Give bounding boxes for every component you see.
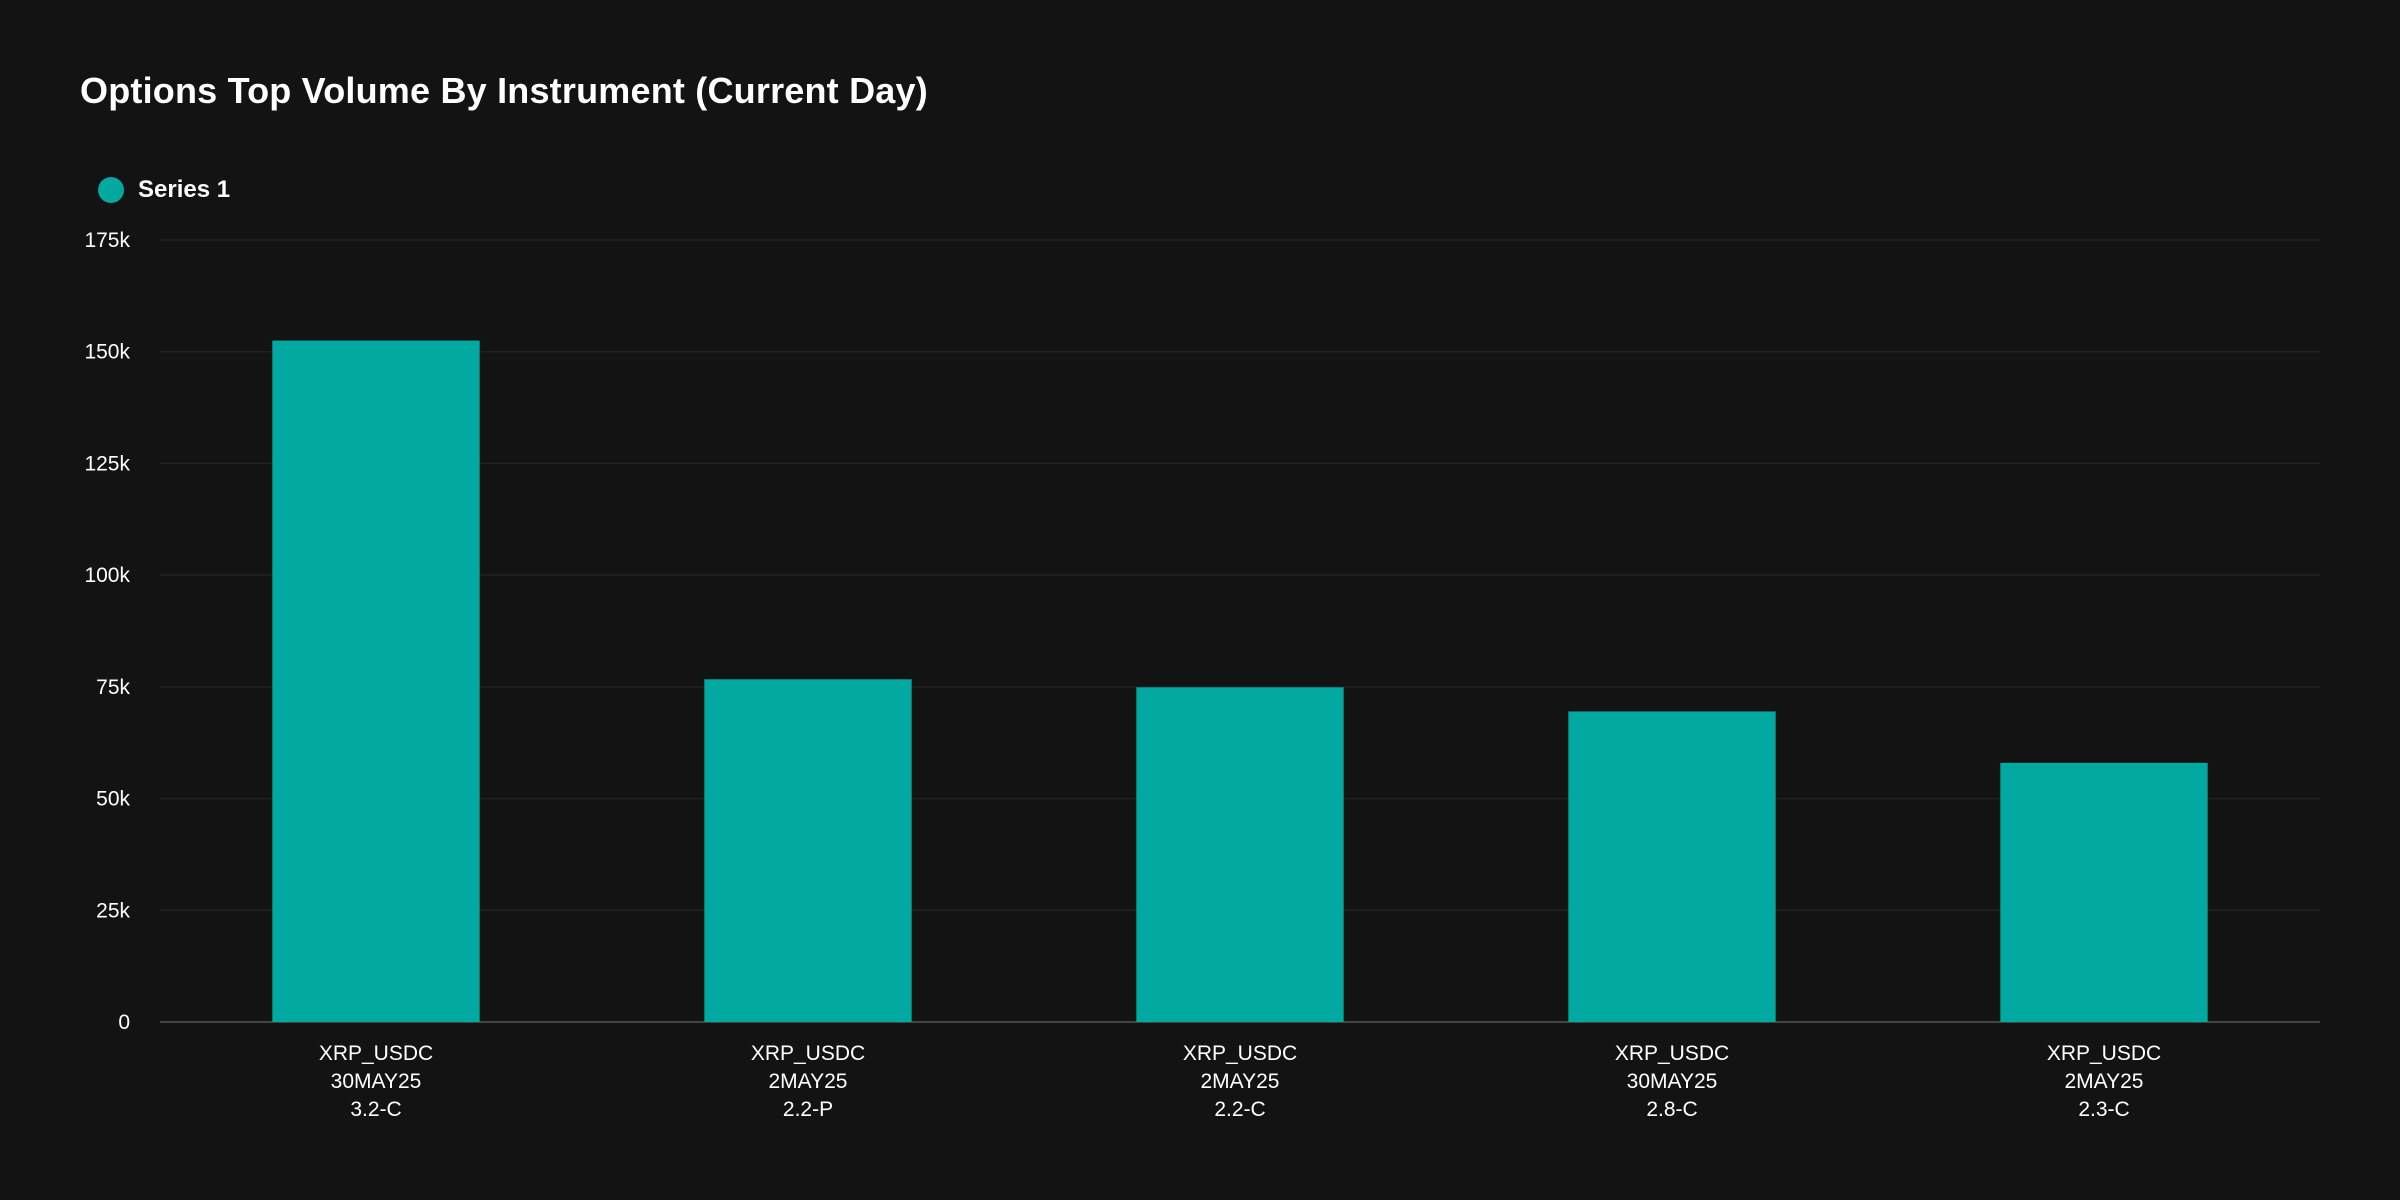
x-tick-label-line: 2MAY25 xyxy=(2065,1070,2144,1093)
y-tick-label: 75k xyxy=(96,676,130,699)
x-tick-label-line: 30MAY25 xyxy=(331,1070,422,1093)
x-tick-label-line: 2.2-C xyxy=(1214,1098,1265,1121)
x-tick-label: XRP_USDC 2MAY25 2.3-C xyxy=(2047,1042,2161,1121)
bar xyxy=(704,679,912,1022)
bar xyxy=(1568,711,1776,1022)
chart-title: Options Top Volume By Instrument (Curren… xyxy=(80,70,928,111)
bar xyxy=(1136,687,1344,1022)
y-tick-label: 100k xyxy=(84,564,130,587)
bar xyxy=(272,340,480,1022)
x-tick-label-line: XRP_USDC xyxy=(1183,1042,1297,1065)
x-tick-label: XRP_USDC 30MAY25 3.2-C xyxy=(319,1042,433,1121)
x-tick-label-line: XRP_USDC xyxy=(751,1042,865,1065)
x-tick-label-line: 2MAY25 xyxy=(769,1070,848,1093)
x-tick-label-line: 2.8-C xyxy=(1646,1098,1697,1121)
x-tick-label: XRP_USDC 30MAY25 2.8-C xyxy=(1615,1042,1729,1121)
x-tick-label-line: 30MAY25 xyxy=(1627,1070,1718,1093)
x-tick-label-line: XRP_USDC xyxy=(1615,1042,1729,1065)
y-tick-label: 125k xyxy=(84,452,130,475)
x-tick-label-line: 3.2-C xyxy=(350,1098,401,1121)
x-tick-label-line: 2.3-C xyxy=(2078,1098,2129,1121)
x-tick-label: XRP_USDC 2MAY25 2.2-P xyxy=(751,1042,865,1121)
x-tick-label-line: 2MAY25 xyxy=(1201,1070,1280,1093)
x-tick-label-line: XRP_USDC xyxy=(2047,1042,2161,1065)
bar xyxy=(2000,762,2208,1022)
x-tick-label: XRP_USDC 2MAY25 2.2-C xyxy=(1183,1042,1297,1121)
y-tick-label: 25k xyxy=(96,899,130,922)
y-tick-label: 0 xyxy=(118,1011,130,1034)
y-tick-label: 50k xyxy=(96,788,130,811)
x-tick-label-line: 2.2-P xyxy=(783,1098,833,1121)
chart-legend[interactable]: Series 1 xyxy=(98,176,230,204)
legend-label-series-1: Series 1 xyxy=(138,176,231,203)
y-tick-label: 175k xyxy=(84,229,130,252)
x-tick-label-line: XRP_USDC xyxy=(319,1042,433,1065)
legend-swatch xyxy=(98,177,124,203)
y-tick-label: 150k xyxy=(84,341,130,364)
